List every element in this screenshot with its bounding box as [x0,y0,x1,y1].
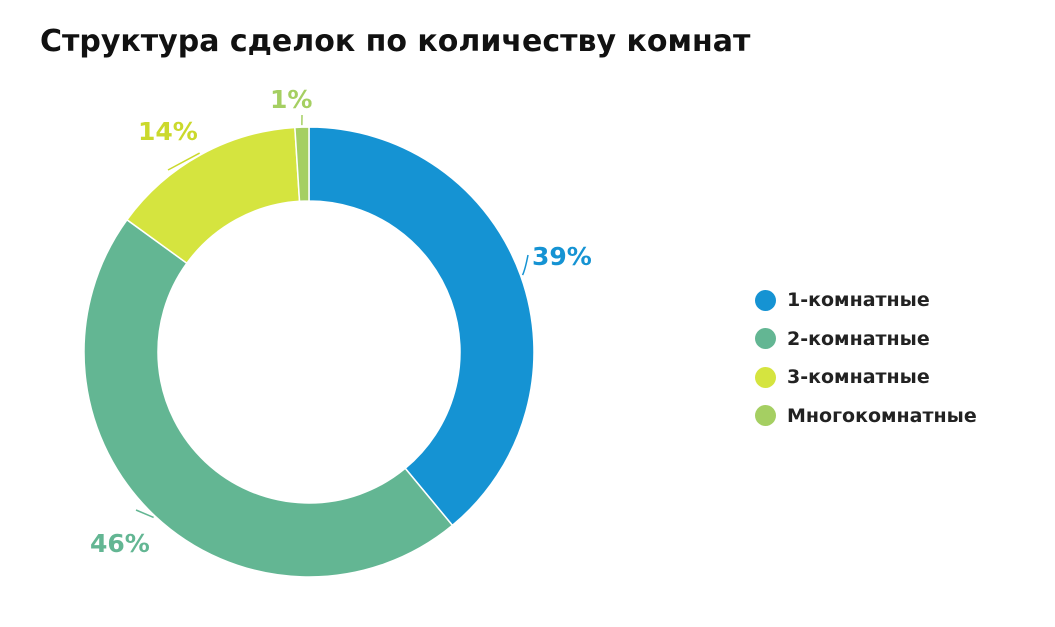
legend-label-multi-room: Многокомнатные [787,404,977,427]
legend-swatch-2-room [755,328,776,350]
legend-swatch-1-room [755,289,776,311]
value-labels: 39% 46% 14% 1% [90,85,592,558]
legend-swatch-multi-room [755,405,776,427]
legend-item-multi-room: Многокомнатные [755,397,977,436]
slice-multi-room [294,126,310,203]
legend-label-2-room: 2-комнатные [787,327,930,350]
leader-1-room [521,254,529,276]
label-leaders [135,114,529,519]
slice-2-room [83,218,454,578]
value-label-3-room: 14% [138,117,198,146]
value-label-1-room: 39% [532,242,592,271]
legend-item-3-room: 3-комнатные [755,358,977,397]
leader-3-room [167,152,200,171]
legend-item-2-room: 2-комнатные [755,320,977,359]
chart-title: Структура сделок по количеству комнат [40,24,751,59]
value-label-2-room: 46% [90,529,150,558]
legend-label-1-room: 1-комнатные [787,289,930,312]
slice-1-room [308,126,535,527]
donut-slices [83,126,535,578]
value-label-multi-room: 1% [270,85,312,114]
legend-item-1-room: 1-комнатные [755,281,977,320]
legend-swatch-3-room [755,366,776,388]
legend: 1-комнатные 2-комнатные 3-комнатные Мног… [755,281,977,435]
leader-2-room [135,509,154,519]
legend-label-3-room: 3-комнатные [787,366,930,389]
